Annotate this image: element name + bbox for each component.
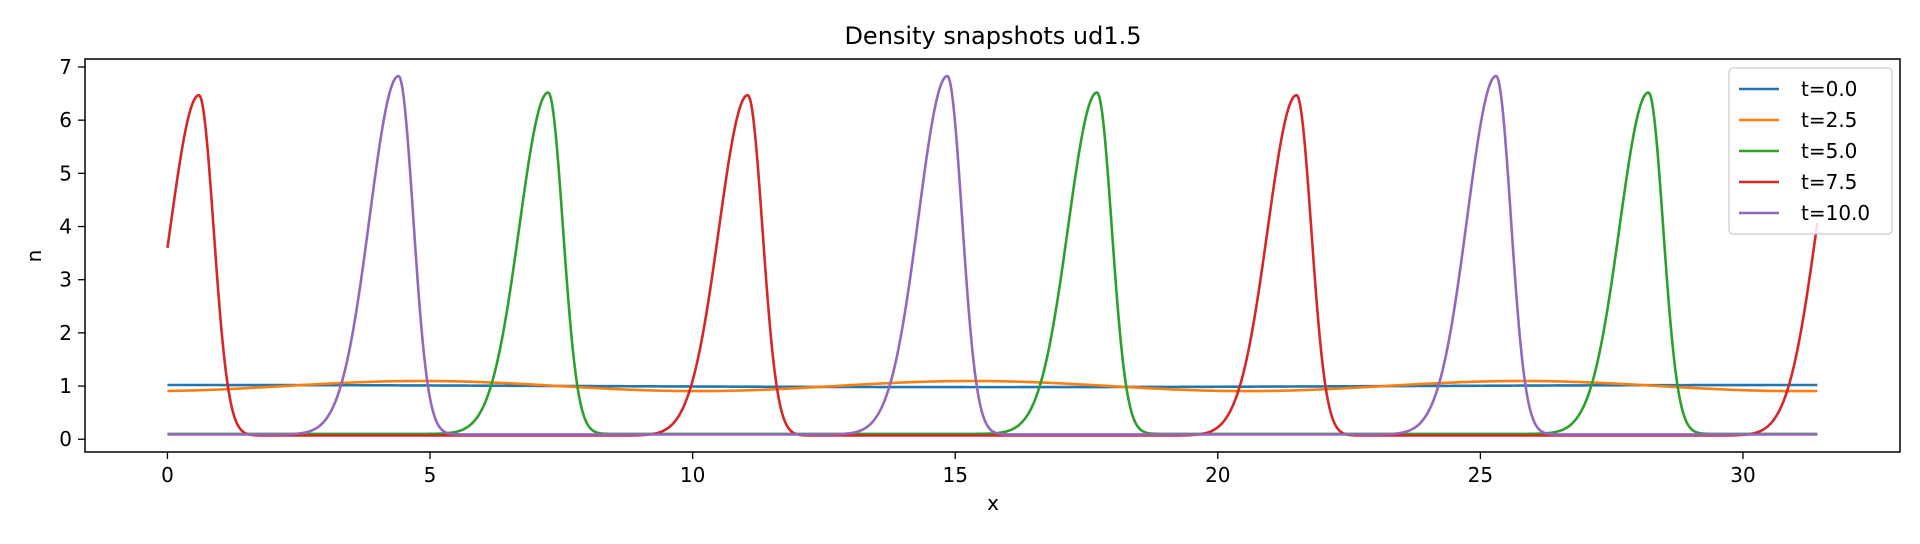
y-tick-label: 6: [59, 108, 72, 132]
series-line-4: [167, 74, 1818, 436]
x-tick-label: 25: [1468, 463, 1493, 487]
legend: t=0.0 t=2.5 t=5.0 t=7.5 t=10.0: [1728, 67, 1893, 235]
y-tick-label: 4: [59, 215, 72, 239]
x-tick-label: 5: [424, 463, 437, 487]
y-axis: 0 1 2 3 4 5 6 7: [59, 55, 85, 451]
legend-label: t=0.0: [1801, 77, 1857, 101]
x-axis-label: x: [987, 491, 999, 515]
plot-frame: [84, 58, 1901, 453]
y-tick-label: 1: [59, 374, 72, 398]
x-tick-label: 20: [1205, 463, 1230, 487]
legend-label: t=7.5: [1801, 170, 1857, 194]
x-axis: 0 5 10 15 20 25 30: [161, 452, 1756, 487]
legend-label: t=2.5: [1801, 108, 1857, 132]
series-line-2: [167, 91, 1818, 436]
legend-box: [1728, 67, 1893, 235]
series-layer: [166, 74, 1819, 437]
x-tick-label: 15: [942, 463, 967, 487]
y-tick-label: 0: [59, 427, 72, 451]
series-line-3: [166, 93, 1819, 437]
y-tick-label: 2: [59, 321, 72, 345]
x-tick-label: 0: [161, 463, 174, 487]
y-tick-label: 5: [59, 161, 72, 185]
x-tick-label: 10: [680, 463, 705, 487]
y-axis-label: n: [22, 250, 46, 263]
y-tick-label: 3: [59, 268, 72, 292]
legend-label: t=10.0: [1801, 201, 1870, 225]
legend-label: t=5.0: [1801, 139, 1857, 163]
chart-title: Density snapshots ud1.5: [844, 22, 1141, 50]
series-line-1: [167, 379, 1818, 393]
x-tick-label: 30: [1730, 463, 1755, 487]
series-line-0: [167, 383, 1818, 389]
y-tick-label: 7: [59, 55, 72, 79]
